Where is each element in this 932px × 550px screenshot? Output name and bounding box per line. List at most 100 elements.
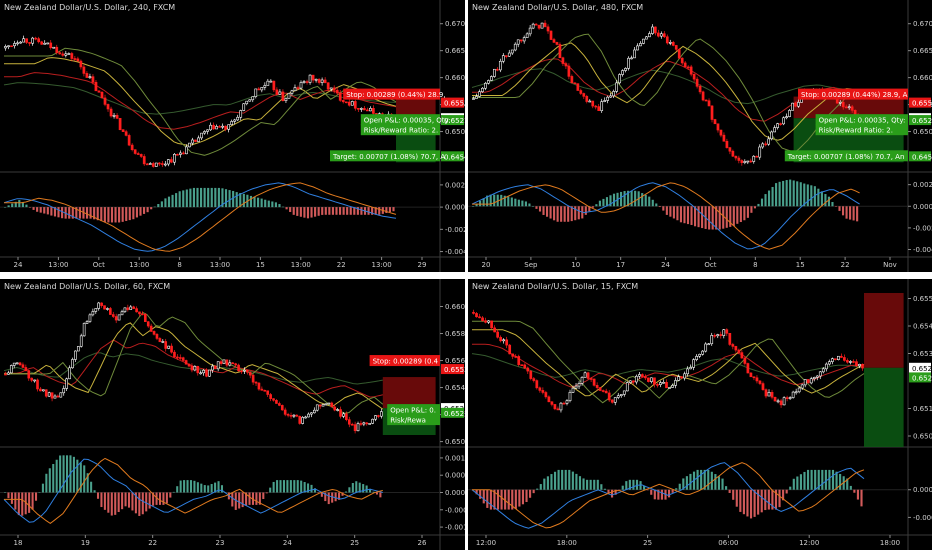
- chart-svg-15[interactable]: 0.65500 0.65400 0.65300 0.65100 0.65000 0.652…: [468, 279, 932, 550]
- candle: [495, 68, 499, 71]
- candle: [209, 124, 212, 131]
- signal-line: [472, 462, 865, 529]
- macd-histogram-bar: [796, 476, 799, 490]
- candle: [47, 392, 51, 397]
- chart-title: New Zealand Dollar/U.S. Dollar, 240, FXC…: [4, 3, 176, 12]
- macd-histogram-bar: [310, 484, 313, 493]
- macd-histogram-bar: [17, 492, 20, 516]
- time-tick-label: 22: [841, 261, 850, 269]
- chart-svg-480[interactable]: 0.670000.665000.660000.655000.650000.655…: [468, 0, 932, 272]
- macd-histogram-bar: [799, 182, 802, 207]
- candle: [52, 46, 56, 49]
- pnl-label: Open P&L: 0.: [390, 407, 436, 415]
- candle: [371, 418, 374, 424]
- price-tick-label: 0.66500: [913, 47, 932, 55]
- chart-svg-240[interactable]: 0.670000.665000.660000.655000.650000.655…: [0, 0, 465, 272]
- macd-histogram-bar: [609, 195, 612, 207]
- candle: [278, 91, 282, 95]
- candle: [526, 367, 530, 372]
- macd-histogram-bar: [292, 207, 295, 215]
- candle: [493, 327, 496, 333]
- candle: [260, 87, 264, 91]
- macd-histogram-bar: [564, 469, 567, 490]
- macd-histogram-bar: [267, 200, 270, 208]
- macd-histogram-bar: [503, 195, 506, 207]
- candle: [478, 316, 481, 319]
- chart-panel-240[interactable]: New Zealand Dollar/U.S. Dollar, 240, FXC…: [0, 0, 465, 272]
- candle: [341, 100, 345, 103]
- candle: [487, 80, 490, 84]
- macd-histogram-bar: [507, 489, 510, 510]
- time-tick-label: Oct: [704, 261, 716, 269]
- candle: [740, 352, 744, 359]
- macd-histogram-bar: [183, 480, 186, 493]
- macd-histogram-bar: [589, 479, 592, 490]
- candle: [109, 308, 112, 315]
- macd-histogram-bar: [648, 196, 651, 207]
- candle: [561, 57, 565, 64]
- candle: [636, 45, 639, 51]
- macd-histogram-bar: [575, 473, 578, 490]
- macd-histogram-bar: [835, 471, 838, 490]
- candle: [541, 390, 545, 393]
- candle: [97, 90, 101, 93]
- candle: [644, 376, 647, 379]
- candle: [64, 53, 68, 56]
- macd-histogram-bar: [757, 489, 760, 515]
- macd-histogram-bar: [711, 206, 714, 230]
- candle: [123, 307, 127, 313]
- time-tick-label: 13:00: [291, 261, 311, 269]
- macd-histogram-bar: [65, 455, 69, 493]
- candle: [840, 355, 843, 358]
- macd-histogram-bar: [248, 492, 251, 505]
- macd-histogram-bar: [217, 481, 220, 493]
- candle: [67, 53, 71, 55]
- candle: [589, 378, 593, 380]
- candle: [559, 402, 563, 411]
- candle: [257, 382, 261, 390]
- macd-histogram-bar: [824, 194, 827, 207]
- chart-panel-15[interactable]: New Zealand Dollar/U.S. Dollar, 15, FXCM…: [468, 279, 932, 550]
- macd-histogram-bar: [127, 492, 131, 508]
- stop-label: Stop: 0.00289 (0.4: [373, 358, 439, 366]
- macd-histogram-bar: [550, 474, 553, 490]
- candle: [582, 93, 586, 97]
- candle: [472, 311, 475, 314]
- target-zone: [864, 367, 904, 447]
- candle: [719, 334, 723, 336]
- macd-histogram-bar: [196, 482, 199, 493]
- macd-histogram-bar: [856, 489, 860, 500]
- macd-histogram-bar: [338, 492, 341, 500]
- macd-histogram-bar: [124, 492, 127, 507]
- macd-histogram-bar: [820, 191, 823, 207]
- candle: [266, 390, 270, 395]
- chart-panel-60[interactable]: New Zealand Dollar/U.S. Dollar, 60, FXCM…: [0, 279, 465, 550]
- candle: [698, 353, 702, 357]
- macd-histogram-bar: [18, 200, 21, 208]
- candle: [481, 317, 484, 321]
- candle: [251, 374, 255, 383]
- candle: [345, 413, 348, 420]
- macd-histogram-bar: [338, 207, 342, 215]
- candle: [493, 68, 496, 77]
- chart-svg-60[interactable]: 0.660000.658000.656000.654000.652000.650…: [0, 279, 465, 550]
- candle: [577, 383, 581, 387]
- macd-histogram-bar: [714, 474, 717, 490]
- candle: [266, 80, 270, 86]
- macd-histogram-bar: [34, 492, 38, 501]
- candle: [106, 104, 110, 110]
- chart-panel-480[interactable]: New Zealand Dollar/U.S. Dollar, 480, FXC…: [468, 0, 932, 272]
- time-tick-label: Nov: [883, 261, 897, 269]
- candle: [251, 96, 255, 101]
- candle: [221, 125, 224, 128]
- macd-histogram-bar: [612, 193, 616, 207]
- macd-histogram-bar: [24, 492, 27, 515]
- candle: [138, 311, 141, 315]
- candle: [144, 313, 147, 323]
- macd-histogram-bar: [10, 492, 13, 504]
- price-tick-label: 0.66000: [445, 303, 465, 311]
- candle: [475, 313, 478, 318]
- macd-histogram-bar: [486, 195, 489, 207]
- macd-histogram-bar: [764, 194, 767, 207]
- macd-histogram-bar: [771, 489, 774, 510]
